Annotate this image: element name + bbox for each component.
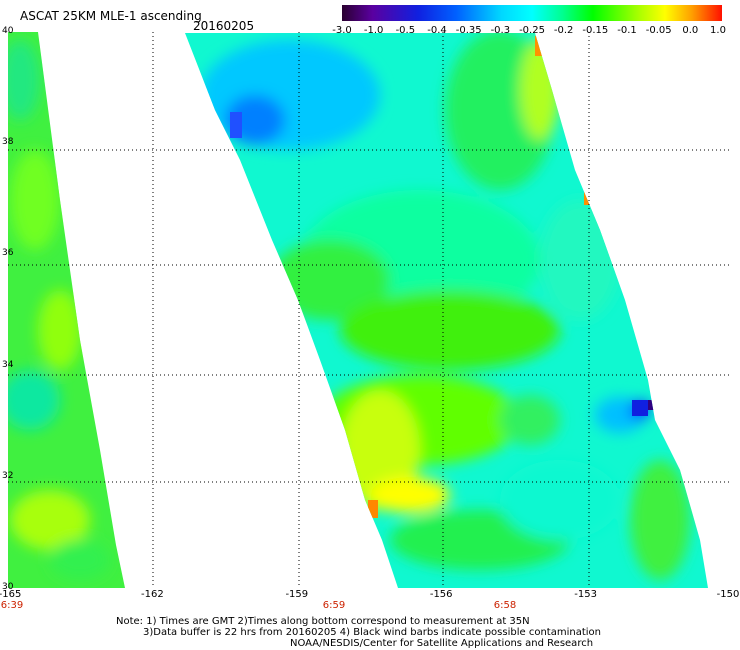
colorbar (342, 5, 722, 21)
colorbar-gradient (342, 5, 722, 21)
longitude-label: -165 (0, 589, 22, 600)
colorbar-tick-label: -1.0 (363, 25, 384, 36)
latitude-label: 30 (2, 582, 14, 592)
colorbar-tick-label: -0.05 (645, 25, 672, 36)
longitude-label: -159 (285, 589, 309, 600)
latitude-label: 38 (2, 137, 14, 148)
colorbar-tick-label: -0.4 (427, 25, 447, 36)
colorbar-tick-label: -0.15 (582, 25, 609, 36)
time-label: 6:58 (493, 600, 517, 611)
colorbar-tick-label: -0.3 (490, 25, 511, 36)
colorbar-tick-label: 1.0 (710, 25, 726, 36)
longitude-label: -156 (429, 589, 453, 600)
footer-note-2: 3)Data buffer is 22 hrs from 20160205 4)… (143, 627, 601, 638)
colorbar-tick-label: -0.2 (553, 25, 574, 36)
latitude-label: 40 (2, 26, 14, 36)
footer-credit: NOAA/NESDIS/Center for Satellite Applica… (290, 638, 594, 649)
colorbar-tick-label: -0.5 (395, 25, 416, 36)
colorbar-tick-label: -0.35 (455, 25, 482, 36)
graticule (8, 32, 730, 588)
time-label: 6:39 (0, 600, 24, 611)
longitude-label: -150 (716, 589, 740, 600)
latitude-label: 36 (2, 248, 14, 259)
chart-date: 20160205 (193, 19, 255, 33)
west-swath (8, 32, 125, 588)
latitude-label: 32 (2, 470, 14, 481)
latitude-label: 34 (2, 359, 14, 370)
colorbar-tick-label: -3.0 (332, 25, 352, 36)
main-swath (185, 33, 708, 588)
footer-note-1: Note: 1) Times are GMT 2)Times along bot… (116, 616, 530, 627)
colorbar-tick-label: -0.1 (617, 25, 637, 36)
colorbar-tick-label: 0.0 (682, 25, 699, 36)
longitude-label: -153 (574, 589, 597, 600)
chart-title: ASCAT 25KM MLE-1 ascending (20, 9, 202, 23)
colorbar-tick-label: -0.25 (519, 25, 545, 36)
time-label: 6:59 (322, 600, 346, 611)
longitude-label: -162 (141, 589, 164, 600)
